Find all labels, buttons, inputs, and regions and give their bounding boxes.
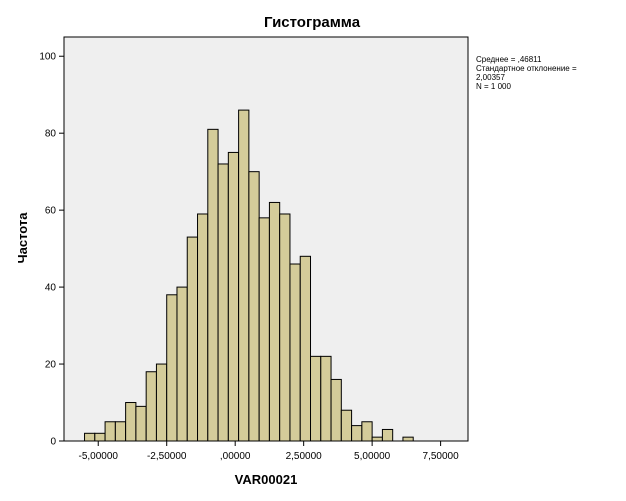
histogram-bar [402, 436, 414, 442]
histogram-bar [227, 151, 240, 442]
stats-mean: Среднее = ,46811 [476, 55, 542, 64]
x-tick-label: ,00000 [220, 451, 251, 462]
y-tick-label: 20 [45, 360, 57, 371]
x-tick-label: -5,00000 [78, 451, 118, 462]
histogram-bar [238, 109, 250, 442]
chart-title: Гистограмма [264, 14, 361, 31]
histogram-bar [258, 217, 270, 442]
histogram-bar [84, 432, 96, 442]
histogram-bar [104, 421, 116, 442]
histogram-bar [155, 363, 168, 442]
histogram-bar [279, 213, 291, 442]
y-tick-label: 80 [45, 129, 57, 140]
y-axis-label: Частота [15, 212, 30, 264]
histogram-bar [371, 436, 383, 442]
histogram-bar [310, 355, 322, 442]
histogram-bar [207, 128, 219, 442]
histogram-bar [197, 213, 209, 442]
histogram-bar [351, 425, 363, 442]
x-axis: -5,00000 -2,50000 ,00000 2,50000 5,00000 7,50… [78, 441, 459, 462]
y-tick-label: 0 [50, 437, 56, 448]
histogram-bar [176, 286, 188, 442]
histogram-bar [330, 378, 342, 442]
histogram-bar [186, 236, 199, 442]
histogram-bar [125, 402, 137, 442]
stats-stddev-value: 2,00357 [476, 73, 505, 82]
histogram-bar [320, 355, 332, 442]
histogram-bar [340, 409, 353, 442]
y-tick-label: 100 [39, 52, 56, 63]
stats-stddev-label: Стандартное отклонение = [476, 64, 577, 73]
histogram-bar [114, 421, 127, 442]
histogram-bar [94, 432, 106, 442]
histogram-bar [381, 428, 394, 442]
x-tick-label: -2,50000 [147, 451, 187, 462]
stats-legend: Среднее = ,46811 Стандартное отклонение … [476, 55, 577, 91]
histogram-bar [299, 255, 312, 442]
histogram-bar [135, 405, 147, 442]
histogram-bar [217, 163, 229, 442]
y-tick-label: 60 [45, 206, 57, 217]
x-axis-label: VAR00021 [235, 472, 298, 487]
x-tick-label: 5,00000 [354, 451, 391, 462]
y-tick-label: 40 [45, 283, 57, 294]
histogram-bar [166, 294, 178, 442]
y-axis: 0 20 40 60 80 100 [39, 52, 64, 448]
histogram-bar [145, 371, 157, 442]
histogram-bar [361, 421, 373, 442]
bars-group [84, 109, 414, 442]
histogram-bar [289, 263, 301, 442]
x-tick-label: 7,50000 [423, 451, 460, 462]
histogram-bar [268, 201, 281, 442]
stats-n: N = 1 000 [476, 82, 511, 91]
x-tick-label: 2,50000 [286, 451, 323, 462]
histogram-bar [248, 171, 260, 442]
